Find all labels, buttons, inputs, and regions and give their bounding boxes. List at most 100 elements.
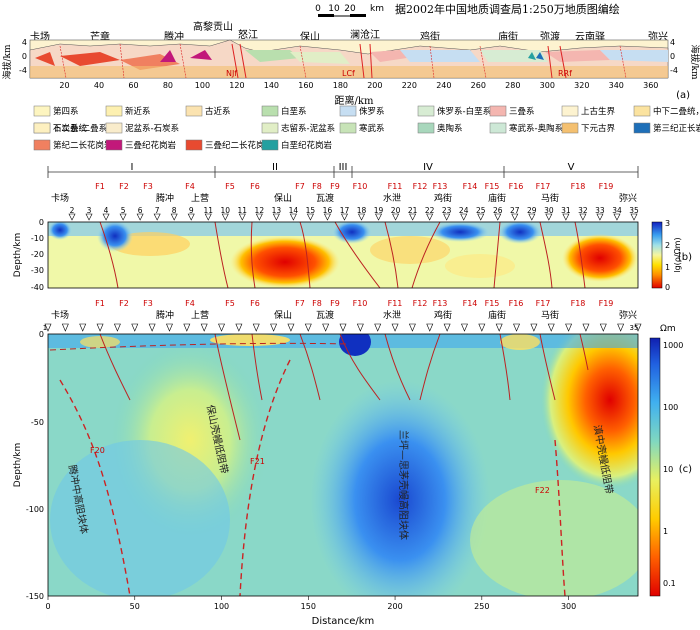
fault-label: F11 [388, 182, 403, 191]
station-marker [461, 323, 468, 332]
fault-label: F13 [433, 182, 448, 191]
geologic-section [29, 39, 669, 79]
station-marker [426, 323, 434, 332]
station-label: 25 [476, 206, 486, 215]
station-label: 10 [220, 206, 230, 215]
panel-c-places: 卡场 腾冲 上营 保山 瓦渡 水泄 鸡街 庙街 马街 弥兴 [51, 309, 637, 321]
a-xtick: 160 [298, 81, 313, 90]
place-label: 瓦渡 [316, 309, 334, 321]
a-xtick: 280 [505, 81, 520, 90]
legend-item: 侏罗系 [339, 105, 385, 117]
ytick-left-4: 4 [22, 38, 27, 47]
legend-item: 第四系 [33, 105, 79, 117]
station-marker [96, 323, 104, 332]
panel-c-plot [48, 334, 638, 596]
station-marker [443, 213, 451, 221]
fault-label: F4 [185, 299, 195, 308]
station-marker [113, 323, 121, 332]
fault-label: F18 [571, 299, 586, 308]
station-label: 6 [138, 206, 143, 215]
station-marker [102, 213, 110, 221]
place-label: 马街 [541, 309, 559, 321]
station-marker [170, 213, 178, 221]
legend-label: 石炭系-二叠系 [53, 123, 107, 134]
c-xtick: 250 [474, 602, 489, 611]
station-label: 18 [357, 206, 367, 215]
legend-swatch [417, 105, 435, 117]
station-marker [339, 323, 347, 332]
fault-label: F9 [330, 299, 340, 308]
legend-swatch [105, 105, 123, 117]
legend-swatch [33, 122, 51, 134]
station-marker [579, 213, 587, 221]
fault-label: F14 [463, 299, 478, 308]
c-xtick: 100 [214, 602, 229, 611]
legend-label: 下元古界 [581, 123, 616, 134]
legend-label: 白垩系 [281, 106, 307, 117]
fault-label: F6 [250, 182, 260, 191]
station-marker [599, 323, 607, 332]
c-xtick: 0 [45, 602, 50, 611]
fault-label: F4 [185, 182, 195, 191]
station-marker [511, 213, 519, 221]
a-xtick: 340 [609, 81, 624, 90]
legend-label: 第四系 [53, 106, 79, 117]
station-marker [478, 323, 486, 332]
fault-label: F15 [485, 299, 500, 308]
legend-swatch [33, 139, 51, 151]
legend-label: 泥盆系-石炭系 [125, 123, 179, 134]
b-cb-1: 1 [665, 263, 670, 272]
station-marker [289, 213, 297, 221]
station-marker [494, 213, 502, 221]
legend-swatch [339, 122, 357, 134]
legend-item: 奥陶系 [417, 122, 463, 134]
fault-label: F3 [143, 182, 153, 191]
ytick-right-m4: -4 [670, 66, 678, 75]
fault-label: F2 [119, 299, 129, 308]
zone-2: II [272, 162, 278, 173]
a-xtick: 260 [471, 81, 486, 90]
panel-b-label: (b) [678, 252, 692, 263]
station-marker [613, 213, 621, 221]
c-ytick-150: -150 [26, 592, 44, 601]
yticks-left: 4 0 -4 [19, 38, 27, 75]
place-label: 鸡街 [434, 309, 452, 321]
panel-b-plot [48, 222, 638, 288]
place-label: 卡场 [51, 309, 69, 321]
panel-a-xlabel: 距离/km [335, 94, 374, 107]
panel-c-ylabel: Depth/km [13, 443, 23, 487]
fault-label: F2 [119, 182, 129, 191]
legend-item: 三叠系 [489, 105, 535, 117]
legend-swatch [33, 105, 51, 117]
panel-c-label: (c) [679, 464, 692, 475]
legend-item: 白垩纪花岗岩 [261, 139, 333, 151]
station-marker [408, 323, 416, 332]
station-marker [596, 213, 604, 221]
fault-label: F17 [536, 299, 551, 308]
panel-b-fault-labels: F1 F2 F3 F4 F5 F6 F7 F8 F9 F10 F11 F12 F13 F14 F15 F16 F… [95, 182, 613, 191]
fault-label: F16 [509, 182, 524, 191]
panel-a-faults: NJf LCf RRf [226, 69, 572, 78]
station-label: 26 [493, 206, 503, 215]
zones-bar: I II III IV V [47, 162, 639, 178]
c-cb-100: 100 [663, 403, 678, 412]
legend-label: 第三纪正长岩 [653, 123, 700, 134]
station-marker [528, 213, 536, 221]
b-ytick-10: -10 [31, 234, 44, 243]
fault-label: F8 [312, 299, 322, 308]
legend-label: 奥陶系 [437, 123, 463, 134]
c-ytick-0: 0 [39, 330, 44, 339]
panel-c-yticks: 0 -50 -100 -150 [26, 330, 44, 601]
place-nujiang: 怒江 [238, 28, 258, 41]
fault-label: F7 [295, 299, 305, 308]
panel-b-stations: 2 3 4 5 6 7 8 9 11 10 11 12 13 14 15 16 17 18 19 20 21 22 23 24… [68, 206, 639, 221]
legend-label: 新近系 [125, 106, 151, 117]
c-xtick: 150 [301, 602, 316, 611]
legend-label: 下二叠统 [53, 123, 88, 134]
legend-label: 寒武系 [359, 123, 385, 134]
legend-swatch [633, 105, 651, 117]
scale-tick-10: 10 [328, 4, 340, 14]
zone-3: III [339, 162, 348, 173]
station-marker [252, 323, 260, 332]
station-label: 27 [510, 206, 520, 215]
